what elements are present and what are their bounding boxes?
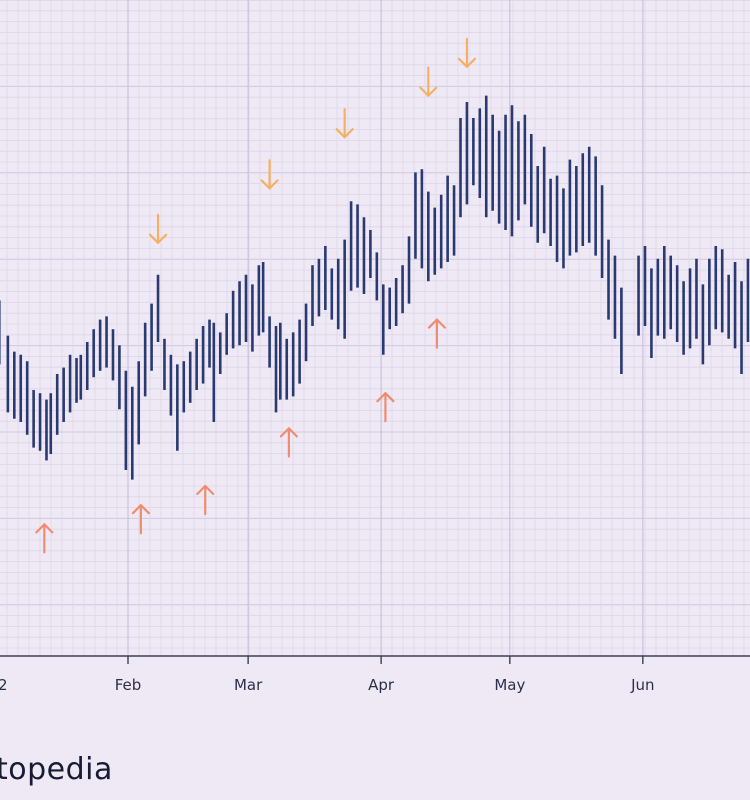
up-arrow-marker	[376, 392, 395, 423]
up-arrow-marker	[196, 484, 215, 516]
arrow-head	[35, 523, 54, 534]
arrow-head	[279, 427, 298, 438]
x-tick-label: Feb	[115, 676, 142, 694]
x-tick-label: Jun	[630, 676, 654, 694]
up-arrow-marker	[427, 318, 447, 349]
down-arrow-marker	[457, 37, 477, 68]
arrow-head	[148, 233, 168, 244]
x-tick-label: Apr	[368, 676, 395, 694]
up-arrow-marker	[35, 523, 54, 554]
arrow-head	[419, 86, 438, 97]
arrow-head	[376, 392, 395, 403]
arrow-head	[131, 504, 150, 515]
arrow-head	[457, 57, 477, 68]
chart-signal-arrows	[35, 37, 477, 554]
brand-logo: topedia	[0, 752, 113, 787]
down-arrow-marker	[419, 66, 438, 97]
arrow-head	[260, 179, 279, 190]
x-tick-label: May	[494, 676, 525, 694]
up-arrow-marker	[131, 504, 150, 535]
up-arrow-marker	[279, 427, 298, 458]
down-arrow-marker	[260, 159, 279, 190]
x-tick-label: 2	[0, 676, 8, 694]
chart-bars	[0, 95, 750, 480]
x-tick-label: Mar	[234, 676, 263, 694]
arrow-head	[335, 128, 354, 139]
arrow-head	[196, 484, 215, 496]
arrow-head	[427, 318, 447, 329]
x-axis-ticks: 2 Feb Mar Apr May Jun	[0, 656, 655, 694]
down-arrow-marker	[148, 213, 168, 244]
down-arrow-marker	[335, 108, 354, 139]
